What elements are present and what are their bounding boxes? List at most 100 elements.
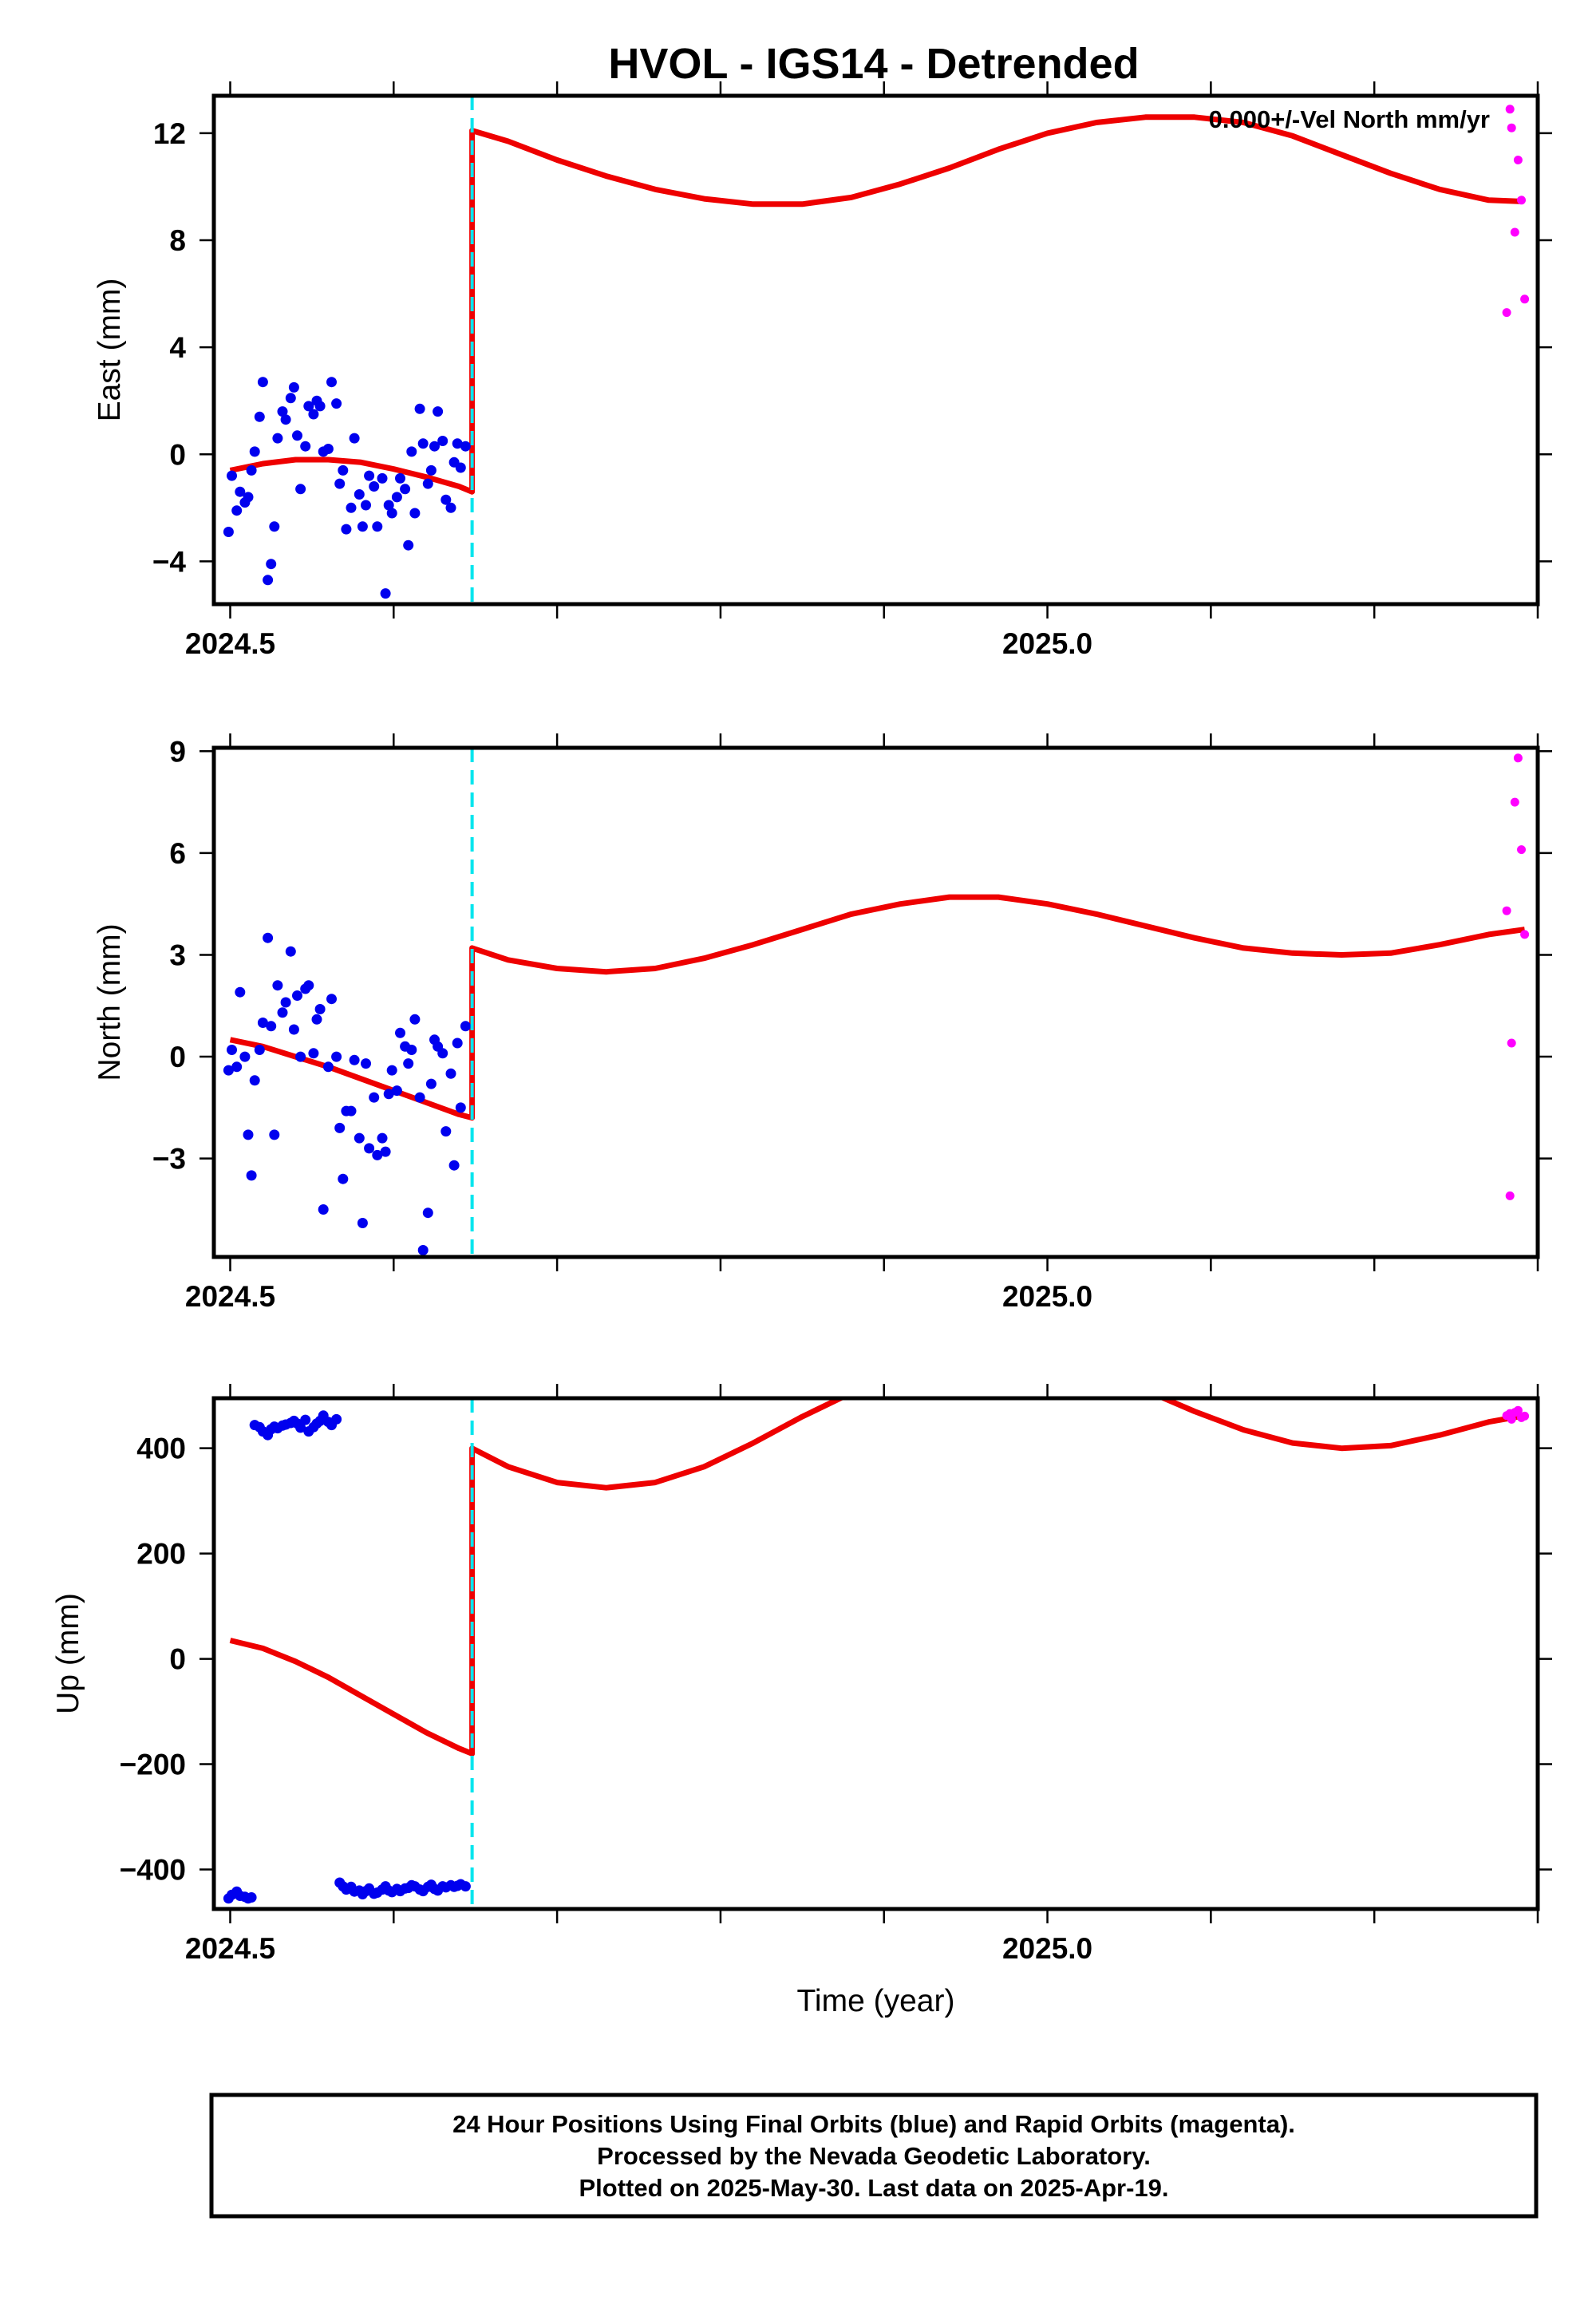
east-final-point <box>292 430 302 441</box>
east-final-point <box>272 433 283 444</box>
east-y-tick-label: −4 <box>152 545 187 578</box>
north-final-point <box>269 1129 280 1140</box>
north-final-point <box>448 1160 460 1171</box>
east-final-point <box>386 508 397 519</box>
east-final-point <box>257 377 268 388</box>
east-final-point <box>403 539 414 551</box>
north-final-point <box>460 1021 471 1032</box>
north-final-point <box>280 997 291 1008</box>
north-rapid-point <box>1520 930 1530 939</box>
north-model-line <box>229 894 1526 1121</box>
north-final-point <box>266 1021 277 1032</box>
north-final-point <box>354 1132 365 1144</box>
east-final-point <box>308 409 319 420</box>
footer-frame <box>209 2093 1539 2219</box>
north-final-point <box>380 1146 391 1157</box>
north-final-point <box>445 1068 456 1079</box>
north-final-point <box>383 1089 394 1100</box>
east-model-line <box>229 114 1522 495</box>
north-final-point <box>409 1014 421 1025</box>
east-final-point <box>354 489 365 500</box>
north-final-point <box>249 1075 260 1086</box>
east-final-point <box>437 436 448 446</box>
north-final-point <box>346 1105 357 1117</box>
north-final-point <box>311 1014 322 1025</box>
up-final-point <box>246 1892 257 1903</box>
up-x-axis-label: Time (year) <box>797 1984 955 2018</box>
north-final-point <box>349 1054 360 1065</box>
east-final-point <box>254 411 265 422</box>
north-final-point <box>254 1045 265 1055</box>
east-final-point <box>414 403 425 414</box>
east-y-tick-label: 4 <box>169 331 186 364</box>
north-final-point <box>277 1007 288 1018</box>
east-final-point <box>277 406 288 417</box>
north-final-point <box>285 946 296 957</box>
north-y-tick-label: 0 <box>169 1041 186 1073</box>
north-final-point <box>417 1245 429 1255</box>
north-panel: −3 0 3 6 9 2024.5 2025.0 North (mm) <box>93 733 1552 1313</box>
east-y-tick-label: 12 <box>153 117 186 150</box>
east-final-point <box>383 500 394 511</box>
north-final-point <box>338 1173 349 1184</box>
north-rapid-point <box>1513 753 1523 763</box>
east-final-point <box>227 470 237 481</box>
up-plot-area <box>223 1398 1530 1904</box>
east-rapid-point <box>1520 294 1530 304</box>
north-final-point <box>227 1045 237 1055</box>
east-final-point <box>445 502 456 513</box>
footer-line-1: 24 Hour Positions Using Final Orbits (bl… <box>452 2110 1295 2138</box>
north-final-point <box>395 1027 405 1038</box>
up-y-tick-label: 0 <box>169 1643 186 1676</box>
north-rapid-point <box>1510 797 1519 807</box>
east-y-tick-label: 0 <box>169 438 186 471</box>
north-final-point <box>263 932 274 943</box>
north-final-point <box>246 1170 257 1181</box>
east-final-point <box>422 478 433 489</box>
north-final-point <box>403 1058 414 1069</box>
north-final-point <box>391 1085 402 1097</box>
east-final-point <box>357 521 368 532</box>
east-final-point <box>429 441 440 452</box>
north-final-point <box>437 1048 448 1059</box>
north-final-point <box>295 1051 306 1062</box>
north-final-point <box>288 1024 299 1035</box>
east-final-point <box>364 470 375 481</box>
east-final-point <box>295 484 306 495</box>
north-rapid-point <box>1517 845 1526 855</box>
east-final-point <box>314 401 326 412</box>
east-final-point <box>235 486 246 497</box>
north-final-point <box>364 1143 375 1154</box>
up-y-tick-label: −400 <box>120 1854 186 1887</box>
east-velocity-annotation: 0.000+/-Vel North mm/yr <box>1209 105 1490 133</box>
east-final-point <box>433 406 444 417</box>
east-final-point <box>369 481 380 492</box>
north-final-point <box>272 980 283 991</box>
north-rapid-point <box>1507 1038 1516 1048</box>
north-final-point <box>386 1065 397 1076</box>
north-y-tick-label: 9 <box>169 735 186 768</box>
east-final-point <box>455 462 466 473</box>
north-final-point <box>235 986 246 998</box>
up-frame <box>211 1396 1540 1911</box>
north-y-tick-label: 3 <box>169 939 186 971</box>
north-final-point <box>303 980 314 991</box>
north-final-point <box>440 1126 452 1137</box>
east-final-point <box>409 508 421 519</box>
north-final-point <box>243 1129 254 1140</box>
east-final-point <box>395 472 405 484</box>
east-final-point <box>391 492 402 503</box>
up-final-point <box>300 1414 311 1425</box>
north-final-point <box>322 1061 334 1073</box>
up-final-point <box>331 1413 342 1425</box>
north-rapid-point <box>1505 1191 1515 1200</box>
east-rapid-point <box>1513 156 1523 164</box>
north-final-point <box>425 1078 437 1089</box>
east-plot-area <box>223 105 1530 599</box>
east-final-point <box>269 521 280 532</box>
east-final-point <box>300 441 311 452</box>
east-rapid-point <box>1505 105 1515 114</box>
up-y-tick-label: 400 <box>136 1433 186 1465</box>
north-final-point <box>231 1061 243 1073</box>
north-final-point <box>257 1018 268 1028</box>
